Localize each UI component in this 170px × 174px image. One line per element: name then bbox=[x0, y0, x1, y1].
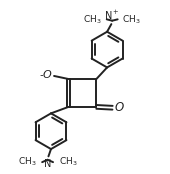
Text: CH$_3$: CH$_3$ bbox=[18, 156, 37, 168]
Text: CH$_3$: CH$_3$ bbox=[122, 13, 141, 26]
Text: -O: -O bbox=[40, 70, 52, 80]
Text: N: N bbox=[44, 159, 51, 169]
Text: CH$_3$: CH$_3$ bbox=[59, 156, 77, 168]
Text: N$^+$: N$^+$ bbox=[104, 9, 120, 22]
Text: O: O bbox=[115, 101, 124, 114]
Text: CH$_3$: CH$_3$ bbox=[83, 13, 102, 26]
